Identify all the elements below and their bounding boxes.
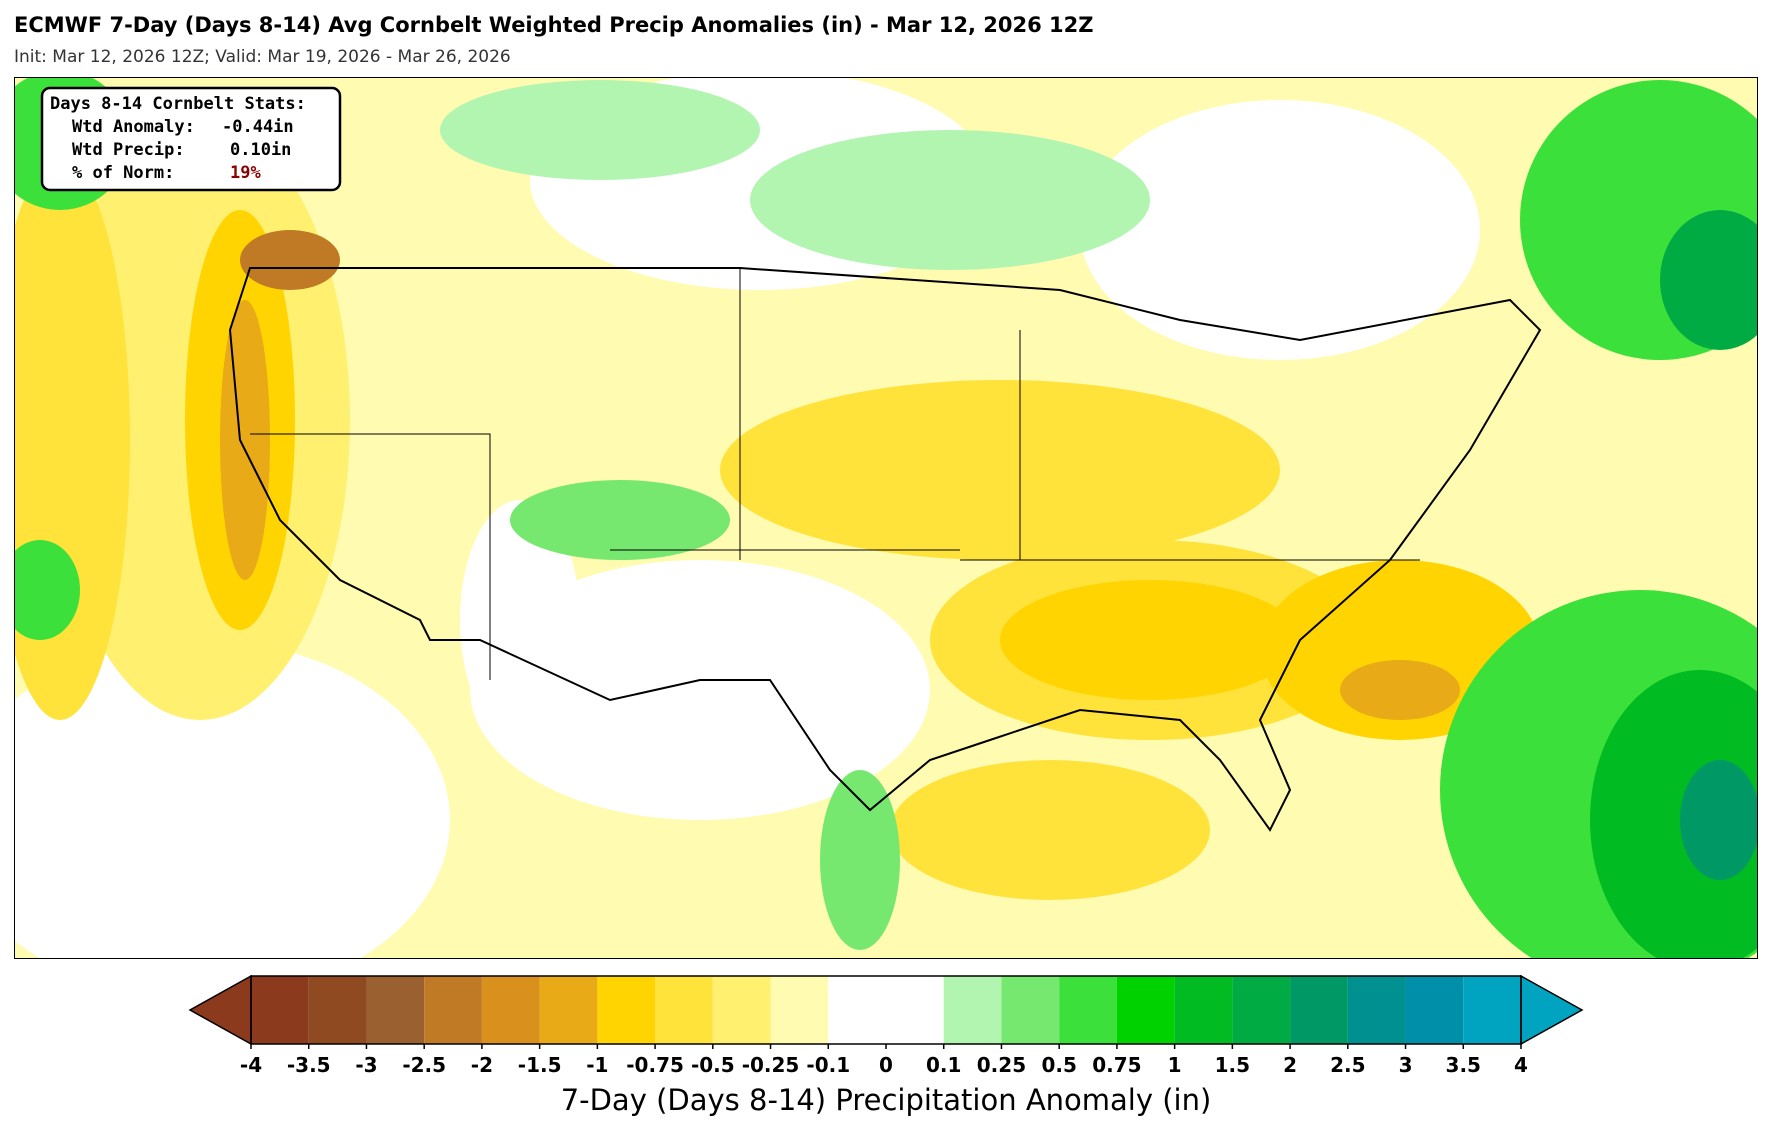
tick-label: 1.5	[1215, 1053, 1250, 1077]
color-bin	[481, 976, 540, 1044]
color-bin	[1347, 976, 1406, 1044]
stats-value: 19%	[230, 163, 261, 183]
color-bin	[1463, 976, 1521, 1044]
color-bin	[1001, 976, 1060, 1044]
color-bin	[655, 976, 713, 1044]
colorbar-label: 7-Day (Days 8-14) Precipitation Anomaly …	[561, 1083, 1212, 1117]
tick-label: -2.5	[402, 1053, 446, 1077]
stats-value: -0.44in	[222, 117, 294, 137]
subtitle: Init: Mar 12, 2026 12Z; Valid: Mar 19, 2…	[14, 47, 511, 67]
tick-label: -3	[355, 1053, 377, 1077]
tick-label: -1.5	[518, 1053, 562, 1077]
tick-label: -0.1	[806, 1053, 850, 1077]
color-bin	[712, 976, 771, 1044]
stats-box: Days 8-14 Cornbelt Stats: Wtd Anomaly: -…	[40, 86, 342, 192]
color-bin	[886, 976, 944, 1044]
tick-label: -0.5	[691, 1053, 735, 1077]
tick-label: 2.5	[1330, 1053, 1365, 1077]
color-bin	[1405, 976, 1464, 1044]
extend-arrow	[188, 974, 252, 1046]
tick-label: -4	[240, 1053, 262, 1077]
color-bin	[539, 976, 598, 1044]
stats-title: Days 8-14 Cornbelt Stats:	[50, 94, 306, 114]
tick-label: 0	[879, 1053, 893, 1077]
color-bin	[424, 976, 482, 1044]
color-bin	[828, 976, 886, 1044]
color-bin	[1290, 976, 1348, 1044]
tick-label: -3.5	[287, 1053, 331, 1077]
color-bin	[366, 976, 425, 1044]
color-bin	[1232, 976, 1291, 1044]
stats-label: Wtd Precip:	[72, 140, 185, 160]
tick-label: 0.1	[926, 1053, 961, 1077]
color-bin	[1059, 976, 1117, 1044]
tick-label: 1	[1168, 1053, 1182, 1077]
stats-label: % of Norm:	[72, 163, 174, 183]
tick-label: 0.5	[1041, 1053, 1076, 1077]
tick-label: 0.75	[1092, 1053, 1141, 1077]
color-bin	[1116, 976, 1175, 1044]
map	[14, 77, 1758, 959]
tick-label: 4	[1514, 1053, 1528, 1077]
tick-label: -0.25	[742, 1053, 800, 1077]
stats-value: 0.10in	[230, 140, 291, 160]
tick-label: -0.75	[626, 1053, 684, 1077]
color-bin	[943, 976, 1002, 1044]
title: ECMWF 7-Day (Days 8-14) Avg Cornbelt Wei…	[14, 13, 1094, 37]
stats-label: Wtd Anomaly:	[72, 117, 195, 137]
color-bin	[597, 976, 656, 1044]
tick-label: 2	[1283, 1053, 1297, 1077]
color-bin	[770, 976, 829, 1044]
tick-label: 0.25	[977, 1053, 1026, 1077]
tick-label: 3	[1399, 1053, 1413, 1077]
tick-label: -1	[586, 1053, 608, 1077]
tick-label: -2	[471, 1053, 493, 1077]
color-bin	[251, 976, 309, 1044]
tick-label: 3.5	[1446, 1053, 1481, 1077]
extend-arrow	[1520, 974, 1584, 1046]
color-bin	[1174, 976, 1233, 1044]
color-bin	[308, 976, 367, 1044]
